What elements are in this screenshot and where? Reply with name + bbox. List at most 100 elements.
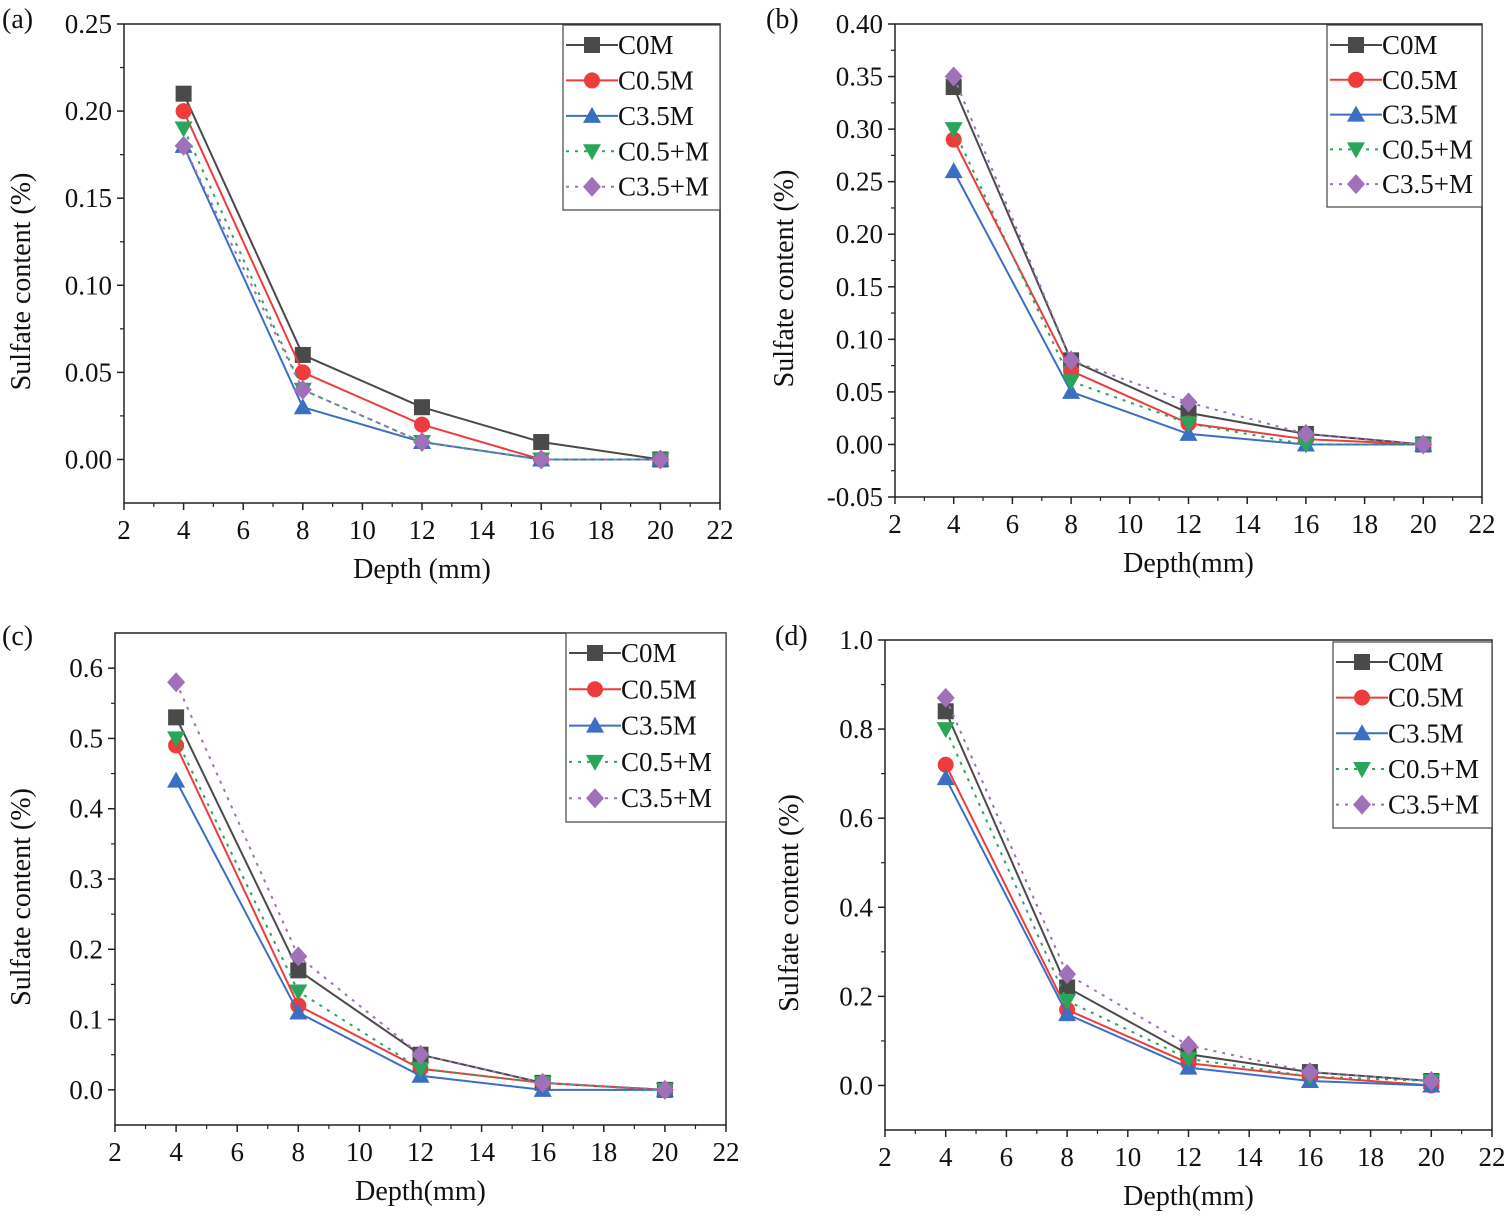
data-point	[411, 1061, 430, 1078]
legend-marker	[1354, 689, 1370, 706]
data-point	[1179, 424, 1198, 441]
x-tick-label: 8	[1064, 509, 1078, 539]
legend-entry: C3.5+M	[1388, 790, 1479, 820]
data-point	[945, 79, 962, 96]
data-point	[1179, 392, 1198, 413]
y-tick-label: 0.6	[69, 653, 103, 683]
data-point	[1059, 979, 1076, 996]
data-point	[936, 722, 955, 739]
data-point	[1062, 350, 1081, 371]
legend-marker	[584, 72, 600, 89]
series-line	[175, 780, 665, 1091]
x-tick-label: 14	[1234, 509, 1262, 539]
y-tick-label: 0.35	[836, 62, 883, 92]
x-tick-label: 16	[529, 1137, 556, 1167]
panel-c: (c) 2 4 6 8 10 12 14 16 18 20 22 Depth(mm) 0.0 0.1 0.2 0…	[2, 621, 740, 1207]
x-tick-label: 20	[647, 515, 674, 545]
y-tick-label: 0.4	[69, 794, 103, 824]
legend: C0M C0.5M C3.5M C0.5+M C3.5+M	[1326, 24, 1483, 208]
y-tick-label: 0.15	[836, 272, 883, 302]
y-tick-label: 0.2	[69, 934, 103, 964]
legend-marker	[1347, 105, 1365, 122]
x-tick-label: 20	[651, 1137, 678, 1167]
data-point	[655, 1079, 674, 1100]
x-tick-label: 18	[1351, 509, 1378, 539]
legend-marker	[586, 788, 604, 809]
legend-entry: C0.5M	[621, 674, 697, 704]
legend-entry: C0M	[621, 638, 677, 668]
series-C3.5+M	[167, 672, 674, 1100]
data-point	[1414, 434, 1433, 455]
panel-d: (d) 2 4 6 8 10 12 14 16 18 20 22 Depth(mm) 0.0 0.2 0.4 0…	[774, 621, 1506, 1212]
panel-b: (b) 2 4 6 8 10 12 14 16 18 20 22 Depth(mm) -0.05 0.00 0…	[766, 4, 1496, 579]
panel-a: (a) 2 4 6 8 10 12 14 16 18 20 22 Depth (mm) 0.00 0.05 0…	[2, 4, 734, 585]
panel-label: (d)	[775, 621, 808, 652]
data-point	[1062, 382, 1081, 399]
data-point	[651, 449, 670, 470]
y-tick-label: 0.30	[836, 114, 883, 144]
y-tick-label: 0.20	[836, 219, 883, 249]
y-tick-label: 0.25	[836, 167, 883, 197]
data-point	[945, 131, 962, 148]
y-tick-label: 0.5	[69, 723, 103, 753]
legend-marker	[583, 106, 601, 123]
x-tick-label: 12	[407, 1137, 434, 1167]
data-point	[944, 162, 963, 179]
x-tick-label: 12	[409, 515, 436, 545]
legend-entry: C3.5M	[621, 711, 697, 741]
x-tick-label: 18	[587, 515, 614, 545]
data-point	[1058, 1005, 1077, 1022]
legend-entry: C0.5M	[1382, 65, 1458, 95]
data-point	[1296, 437, 1315, 454]
data-point	[167, 731, 186, 748]
series-C3.5+M	[944, 66, 1433, 455]
data-point	[533, 1072, 552, 1093]
data-point	[175, 103, 192, 120]
series-line	[182, 128, 661, 461]
x-tick-label: 22	[1469, 509, 1496, 539]
legend: C0M C0.5M C3.5M C0.5+M C3.5+M	[562, 24, 721, 211]
data-point	[168, 709, 185, 726]
x-tick-label: 8	[1060, 1142, 1074, 1172]
x-axis-label: Depth(mm)	[355, 1176, 486, 1207]
x-tick-label: 16	[1296, 1142, 1323, 1172]
x-tick-label: 22	[713, 1137, 740, 1167]
legend-entry: C0.5+M	[1382, 134, 1473, 164]
x-tick-label: 10	[349, 515, 376, 545]
data-point	[293, 379, 312, 400]
x-tick-label: 6	[236, 515, 250, 545]
data-point	[411, 1044, 430, 1065]
legend-marker	[587, 645, 603, 661]
x-tick-label: 16	[528, 515, 555, 545]
x-tick-label: 14	[1236, 1142, 1264, 1172]
data-point	[414, 416, 430, 433]
y-axis-label: Sulfate content (%)	[6, 788, 37, 1006]
y-tick-label: 0.10	[836, 324, 883, 354]
y-tick-label: 0.4	[839, 892, 873, 922]
y-tick-label: 1.0	[839, 625, 873, 655]
y-axis-label: Sulfate content (%)	[769, 170, 800, 388]
data-point	[1058, 964, 1077, 985]
y-tick-label: 0.1	[69, 1005, 103, 1035]
x-tick-label: 14	[468, 1137, 496, 1167]
panel-label: (c)	[2, 621, 33, 652]
legend-entry: C0.5+M	[618, 136, 709, 166]
x-tick-label: 20	[1410, 509, 1437, 539]
panel-label: (b)	[766, 4, 799, 35]
x-tick-label: 10	[346, 1137, 373, 1167]
data-point	[294, 346, 311, 363]
data-point	[1300, 1062, 1319, 1083]
legend-marker	[583, 176, 601, 197]
data-point	[413, 432, 431, 453]
legend-entry: C0.5+M	[621, 747, 712, 777]
data-point	[1058, 993, 1077, 1010]
data-point	[167, 771, 186, 788]
data-point	[289, 946, 308, 967]
x-tick-label: 10	[1116, 509, 1143, 539]
legend-entry: C3.5+M	[621, 783, 712, 813]
x-tick-label: 12	[1175, 1142, 1202, 1172]
legend-marker	[1347, 174, 1365, 195]
x-tick-label: 4	[939, 1142, 953, 1172]
y-tick-label: 0.15	[65, 183, 112, 213]
